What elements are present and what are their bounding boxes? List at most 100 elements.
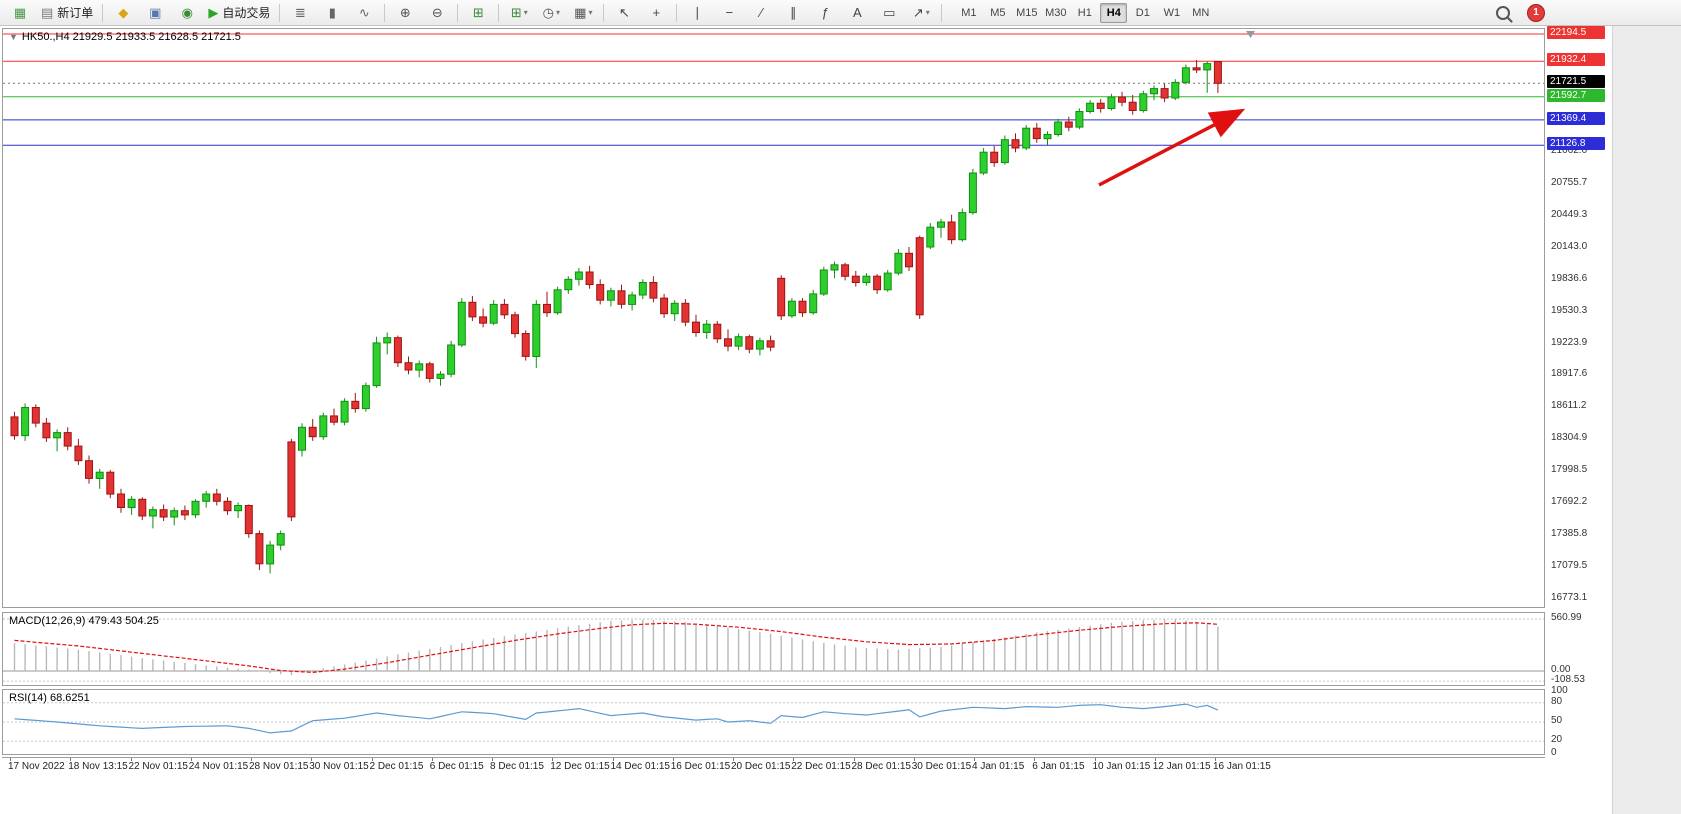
price-axis-tick: 20143.0 (1551, 240, 1588, 252)
time-axis-tick (612, 758, 614, 761)
rsi-label: RSI(14) 68.6251 (9, 692, 90, 704)
rsi-axis-label: 80 (1551, 695, 1563, 707)
price-chart-canvas[interactable] (3, 29, 1544, 607)
time-axis-label: 16 Dec 01:15 (670, 761, 731, 772)
market-watch-icon[interactable]: ▣ (140, 2, 170, 24)
time-axis-label: 30 Dec 01:15 (911, 761, 972, 772)
periods-button[interactable]: ◷ ▾ (536, 2, 566, 24)
level-price-label: 21592.7 (1547, 88, 1605, 102)
tab-h1[interactable]: H1 (1077, 6, 1092, 19)
time-axis-tick (974, 758, 975, 761)
tab-m1[interactable]: M1 (961, 6, 977, 19)
price-axis-tick: 18304.9 (1551, 432, 1588, 444)
templates-button[interactable]: ▦ ▾ (568, 2, 598, 24)
trend-arrow-annotation[interactable] (1098, 108, 1246, 187)
time-axis-label: 30 Nov 01:15 (309, 761, 369, 772)
bar-chart-icon[interactable]: ≣ (285, 2, 315, 24)
time-axis-label: 20 Dec 01:15 (731, 761, 791, 772)
macd-label: MACD(12,26,9) 479.43 504.25 (9, 615, 159, 627)
arrows-icon[interactable]: ↗ ▾ (906, 2, 936, 24)
zoom-out-icon: ⊖ (431, 5, 443, 20)
chevron-down-icon: ▾ (925, 8, 930, 17)
chevron-down-icon: ▾ (588, 8, 593, 17)
text-icon: A (852, 5, 862, 20)
level-price-label: 21126.8 (1547, 137, 1605, 151)
indicators-button[interactable]: ⊞ ▾ (504, 2, 534, 24)
rsi-canvas (3, 702, 1544, 742)
search-icon (1496, 5, 1510, 20)
macd-canvas (3, 618, 1544, 682)
toolbar-separator (498, 3, 500, 22)
notification-badge[interactable]: 1 (1527, 3, 1545, 22)
tab-m15[interactable]: M15 (1016, 6, 1038, 19)
level-price-label: 22194.5 (1547, 25, 1605, 39)
navigator-icon[interactable]: ◆ (108, 2, 138, 24)
channel-icon[interactable]: ∥ (778, 2, 808, 24)
tab-mn[interactable]: MN (1192, 6, 1210, 19)
grid-icon[interactable]: ⊞ (463, 2, 493, 24)
navigator-icon: ◆ (118, 5, 129, 20)
time-axis-tick (1094, 758, 1096, 761)
time-axis-tick (70, 758, 72, 761)
toolbar-buttons: ▦ ▤ 新订单 ◆ ▣ ◉ ▶ 自动交易 ≣ ▮ ∿ ⊕ ⊖ ⊞ ⊞ ▾ ◷ ▾ ▦ ▾ ↖ + ∣ − ∕ ∥ ƒ A ▭ ↗ ▾ (4, 2, 946, 24)
tab-w1[interactable]: W1 (1163, 6, 1181, 19)
tab-d1[interactable]: D1 (1135, 6, 1150, 19)
one-click-trading-icon[interactable]: ▼ (9, 32, 18, 42)
time-axis-tick (853, 758, 855, 761)
price-axis-tick: 19223.9 (1551, 336, 1588, 348)
fibonacci-icon[interactable]: ƒ (810, 2, 840, 24)
auto-trading-button-label: 自动交易 (222, 6, 271, 20)
new-chart-icon[interactable]: ▦ (5, 2, 35, 24)
search-button[interactable] (1488, 2, 1518, 24)
price-axis-tick: 17079.5 (1551, 560, 1588, 572)
rsi-axis-label: 50 (1551, 715, 1563, 726)
macd-axis-label: -108.53 (1551, 674, 1585, 686)
vertical-line-icon: ∣ (694, 5, 701, 20)
candlestick-chart-icon[interactable]: ▮ (317, 2, 347, 24)
price-axis-tick: 18611.2 (1551, 400, 1587, 412)
market-watch-icon: ▣ (149, 5, 162, 20)
time-axis-tick (251, 758, 252, 761)
tab-m30[interactable]: M30 (1045, 6, 1067, 19)
time-axis-tick (1154, 758, 1156, 761)
rsi-axis-label: 0 (1551, 747, 1557, 758)
arrows-icon: ↗ (912, 5, 924, 20)
line-chart-icon[interactable]: ∿ (349, 2, 379, 24)
tab-m5[interactable]: M5 (990, 6, 1006, 19)
price-axis-tick: 18917.6 (1551, 368, 1588, 380)
time-axis-label: 17 Nov 2022 (8, 761, 65, 772)
time-axis[interactable]: 17 Nov 2022 18 Nov 13:15 22 Nov 01:15 24 No… (2, 757, 1545, 775)
time-axis-tick (130, 758, 132, 761)
time-axis-tick (10, 758, 11, 761)
cursor-icon[interactable]: ↖ (609, 2, 639, 24)
price-axis-tick: 19530.3 (1551, 304, 1588, 316)
tab-h4[interactable]: H4 (1100, 2, 1128, 23)
indicators-icon: ⊞ (510, 5, 522, 20)
main-chart[interactable]: ▼ HK50.,H4 21929.5 21933.5 21628.5 21721.… (2, 28, 1545, 608)
time-axis-tick (1215, 758, 1216, 761)
zoom-out-icon[interactable]: ⊖ (422, 2, 452, 24)
data-window-icon[interactable]: ◉ (172, 2, 202, 24)
text-icon[interactable]: A (842, 2, 872, 24)
price-axis-tick: 16773.1 (1551, 591, 1588, 603)
time-axis-tick (672, 758, 674, 761)
chart-title: ▼ HK50.,H4 21929.5 21933.5 21628.5 21721.… (9, 31, 241, 43)
bid-price-label: 21721.5 (1547, 75, 1605, 89)
toolbar-separator (941, 3, 943, 22)
rsi-panel[interactable]: RSI(14) 68.6251 (2, 689, 1545, 755)
horizontal-line-icon[interactable]: − (714, 2, 744, 24)
zoom-in-icon[interactable]: ⊕ (390, 2, 420, 24)
vertical-line-icon[interactable]: ∣ (682, 2, 712, 24)
price-axis-tick: 17385.8 (1551, 528, 1588, 540)
macd-panel[interactable]: MACD(12,26,9) 479.43 504.25 (2, 612, 1545, 686)
trendline-icon[interactable]: ∕ (746, 2, 776, 24)
price-axis[interactable]: 21062.0 20755.7 20449.3 20143.0 19836.6 19530… (1547, 25, 1611, 774)
new-order-button[interactable]: ▤ 新订单 (37, 2, 97, 24)
time-axis-label: 22 Nov 01:15 (128, 761, 189, 772)
crosshair-icon[interactable]: + (641, 2, 671, 24)
label-icon[interactable]: ▭ (874, 2, 904, 24)
channel-icon: ∥ (790, 5, 797, 20)
time-axis-label: 4 Jan 01:15 (972, 761, 1025, 772)
auto-trading-button[interactable]: ▶ 自动交易 (204, 2, 274, 24)
bar-chart-icon: ≣ (294, 5, 306, 20)
